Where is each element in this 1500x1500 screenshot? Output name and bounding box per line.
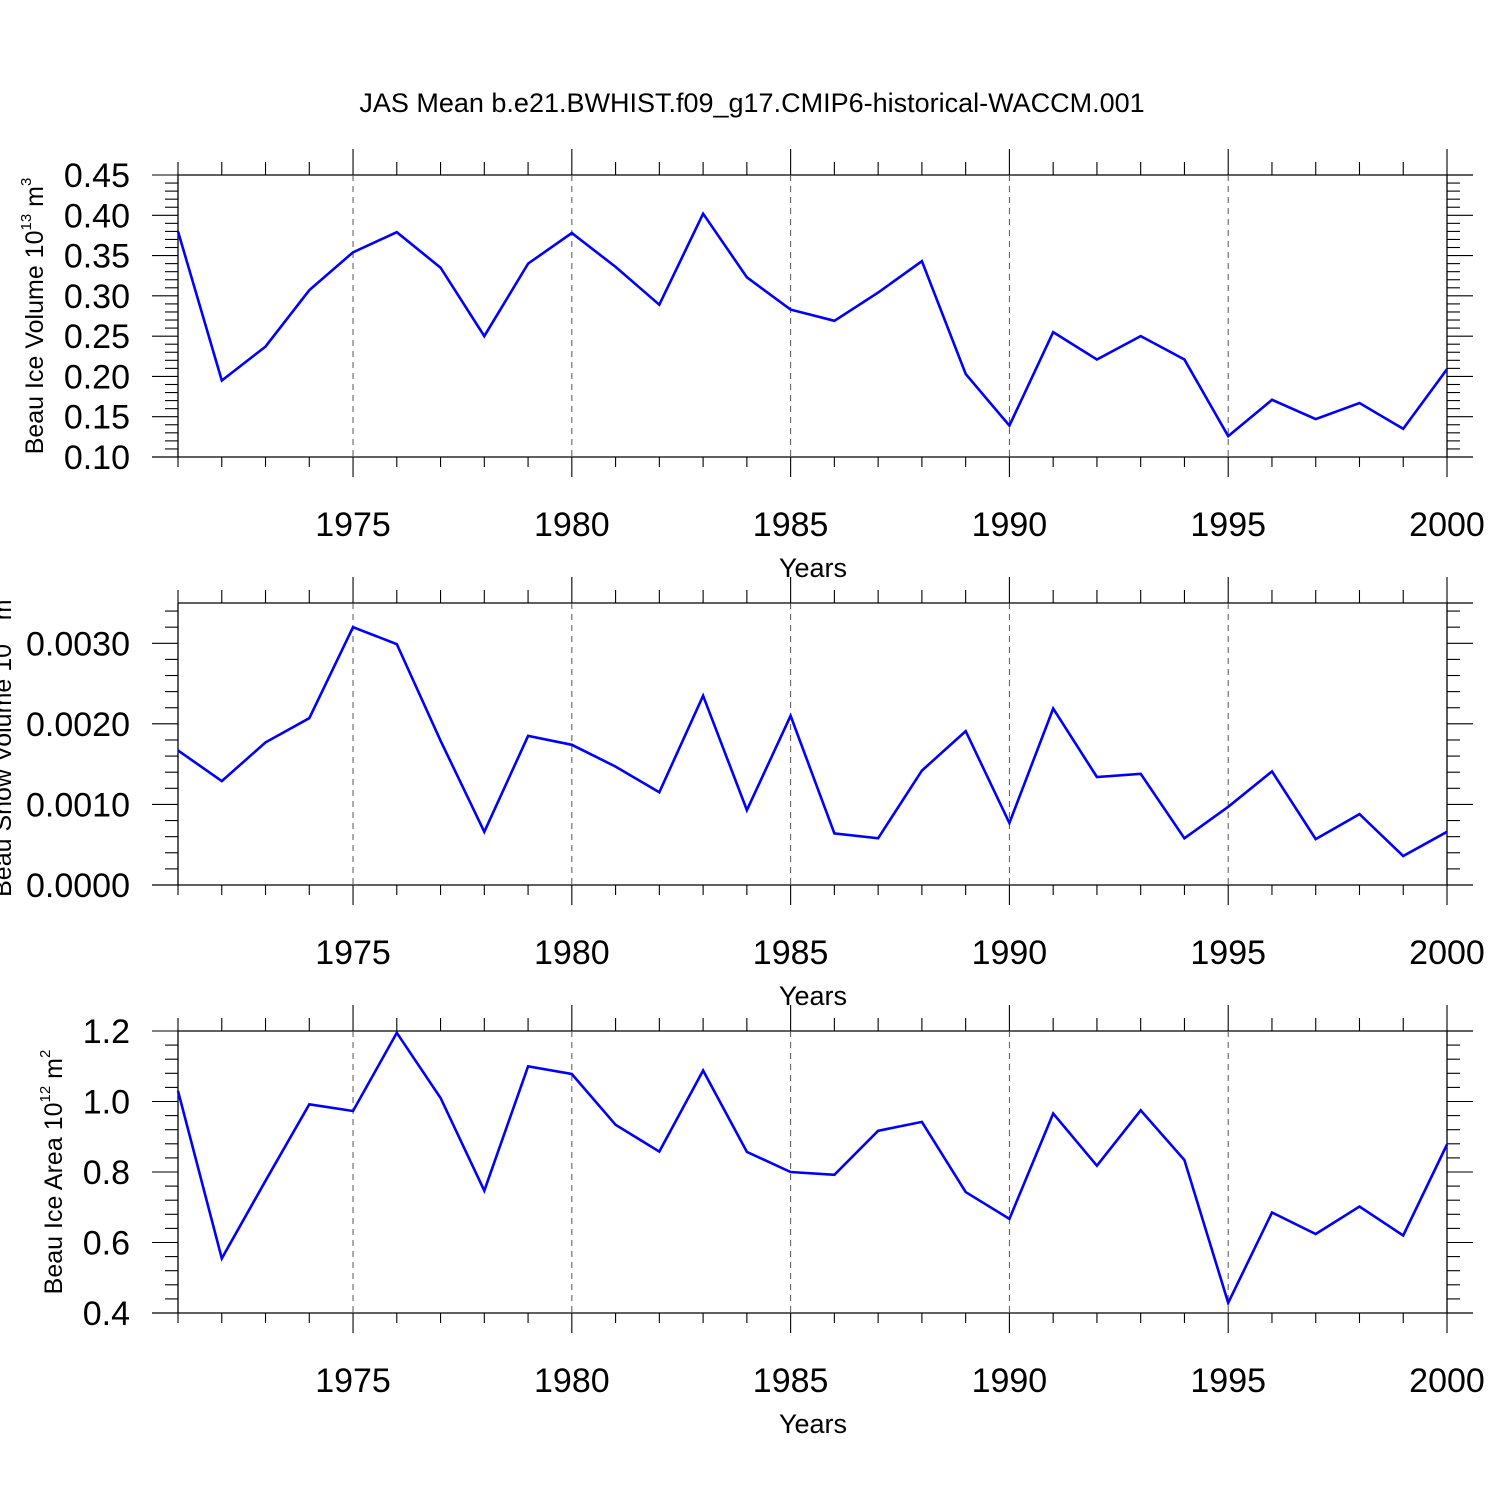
- x-tick-label: 1995: [1190, 506, 1266, 544]
- x-tick-label: 1975: [315, 934, 391, 972]
- y-axis-label: Beau Ice Volume 1013 m3: [18, 178, 49, 455]
- y-tick-label: 0.40: [64, 197, 130, 235]
- x-tick-label: 1995: [1190, 1362, 1266, 1400]
- x-tick-label: 2000: [1409, 934, 1485, 972]
- x-tick-label: 1980: [534, 1362, 610, 1400]
- y-tick-label: 0.0030: [26, 625, 130, 663]
- y-tick-label: 0.15: [64, 399, 130, 437]
- y-axis-label-text: Beau Ice Area 10: [40, 1103, 68, 1295]
- x-axis-label: Years: [779, 1409, 847, 1439]
- x-tick-label: 1990: [972, 934, 1048, 972]
- x-axis-label: Years: [779, 981, 847, 1011]
- x-tick-label: 1985: [753, 1362, 829, 1400]
- y-axis-label-exponent: 12: [37, 1086, 54, 1103]
- x-tick-label: 1980: [534, 934, 610, 972]
- x-tick-label: 1985: [753, 506, 829, 544]
- x-tick-label: 1995: [1190, 934, 1266, 972]
- x-axis-label: Years: [779, 553, 847, 583]
- y-tick-label: 0.35: [64, 238, 130, 276]
- panel-2: 1975 1980 1985 1990 1995 2000 Years 0.0000 0.001…: [0, 577, 1485, 1011]
- y-axis-label-unit: m: [21, 186, 49, 214]
- y-tick-label: 0.0020: [26, 706, 130, 744]
- y-tick-label: 0.10: [64, 439, 130, 477]
- x-tick-label: 1980: [534, 506, 610, 544]
- y-axis-label-exponent: 13: [0, 627, 3, 644]
- y-tick-label: 0.4: [83, 1295, 130, 1333]
- y-axis-label-unit: m: [40, 1058, 68, 1086]
- x-tick-label: 1975: [315, 506, 391, 544]
- x-tick-label: 2000: [1409, 1362, 1485, 1400]
- y-axis-label: Beau Ice Area 1012 m2: [37, 1050, 68, 1295]
- x-tick-label: 1975: [315, 1362, 391, 1400]
- y-axis-label-text: Beau Ice Volume 10: [21, 231, 49, 455]
- y-axis-label-unit-exponent: 2: [37, 1050, 54, 1058]
- series-line: [176, 1030, 1449, 1307]
- y-tick-label: 0.0000: [26, 867, 130, 905]
- y-tick-label: 0.30: [64, 278, 130, 316]
- y-axis-label-text: Beau Snow Volume 10: [0, 644, 17, 897]
- x-tick-label: 1990: [972, 1362, 1048, 1400]
- y-tick-label: 1.2: [83, 1013, 130, 1051]
- panel-1: 1975 1980 1985 1990 1995 2000Years0.100.150.2…: [18, 149, 1485, 583]
- y-tick-label: 0.25: [64, 318, 130, 356]
- y-axis-label-unit-exponent: 3: [0, 591, 3, 599]
- y-axis-label: Beau Snow Volume 1013 m3: [0, 591, 17, 897]
- panels: 1975 1980 1985 1990 1995 2000Years0.100.150.2…: [0, 149, 1485, 1439]
- y-tick-label: 1.0: [83, 1084, 130, 1122]
- series-line: [177, 625, 1448, 858]
- y-tick-label: 0.0010: [26, 786, 130, 824]
- y-axis-label-unit-exponent: 3: [18, 178, 35, 186]
- y-tick-label: 0.6: [83, 1225, 130, 1263]
- series-line: [176, 211, 1449, 439]
- x-tick-label: 2000: [1409, 506, 1485, 544]
- x-tick-label: 1985: [753, 934, 829, 972]
- y-axis-label-exponent: 13: [18, 214, 35, 231]
- figure-title: JAS Mean b.e21.BWHIST.f09_g17.CMIP6-hist…: [359, 88, 1144, 118]
- panel-3: 1975 1980 1985 1990 1995 2000 Years 0.4 0.6 0.8 1.…: [37, 1005, 1485, 1439]
- y-axis-label-unit: m: [0, 599, 17, 627]
- y-tick-label: 0.45: [64, 157, 130, 195]
- y-tick-label: 0.8: [83, 1154, 130, 1192]
- y-tick-label: 0.20: [64, 358, 130, 396]
- x-tick-label: 1990: [972, 506, 1048, 544]
